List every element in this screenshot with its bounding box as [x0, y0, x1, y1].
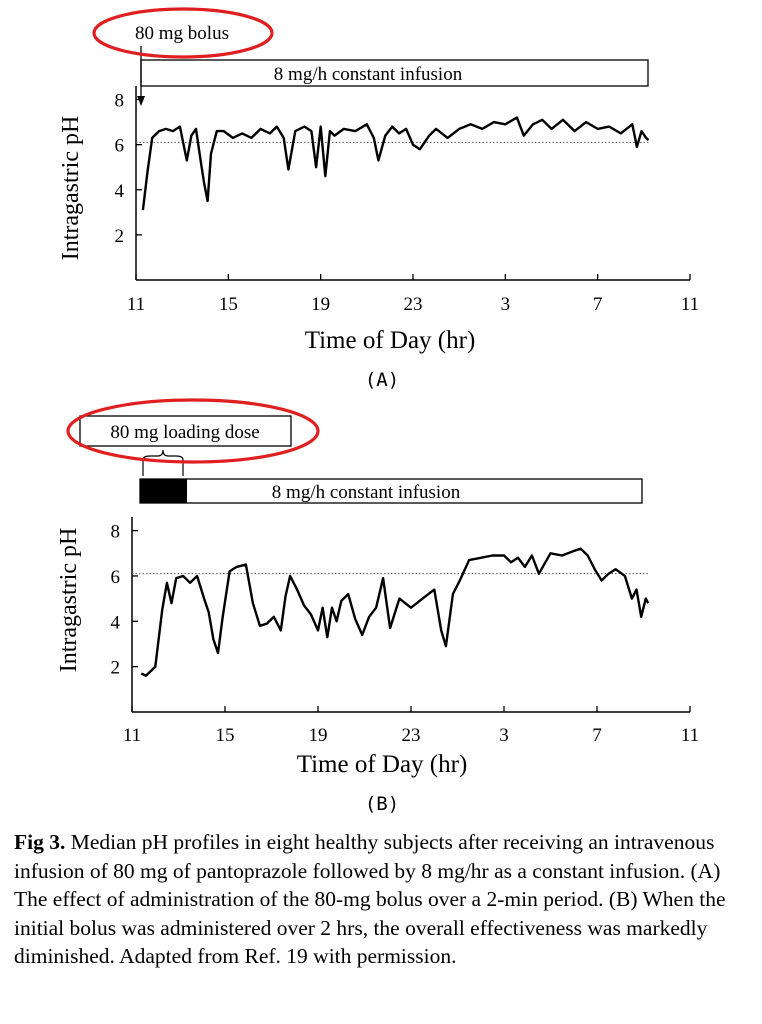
bolus-arrowhead: [137, 96, 145, 106]
x-tick-label: 7: [593, 294, 603, 315]
x-tick-label: 23: [404, 294, 423, 315]
panel-label: (B): [365, 793, 399, 815]
y-ticks: 2 4 6 8: [111, 522, 138, 679]
y-axis-label: Intragastric pH: [58, 116, 84, 261]
y-tick-label: 2: [115, 226, 125, 247]
x-ticks: 11 15 19 23 3 7 11: [127, 274, 699, 315]
y-tick-label: 6: [115, 136, 125, 157]
x-tick-label: 11: [127, 294, 145, 315]
y-tick-label: 4: [115, 181, 125, 202]
x-tick-label: 3: [499, 725, 509, 746]
x-tick-label: 11: [681, 725, 699, 746]
x-tick-label: 3: [501, 294, 511, 315]
x-tick-label: 19: [309, 725, 328, 746]
x-tick-label: 15: [219, 294, 238, 315]
loading-dose-bar: [140, 479, 187, 503]
loading-dose-bracket: [142, 449, 184, 476]
x-tick-label: 15: [216, 725, 235, 746]
highlight-ellipse: [66, 398, 320, 464]
caption-label: Fig 3.: [14, 830, 66, 854]
y-axis-label: Intragastric pH: [56, 528, 82, 673]
y-tick-label: 8: [111, 522, 121, 543]
x-tick-label: 7: [592, 725, 602, 746]
infusion-bar: [139, 478, 643, 504]
y-tick-label: 8: [115, 91, 125, 112]
y-tick-label: 6: [111, 567, 121, 588]
panel-label: (A): [365, 369, 399, 391]
ph-line: [140, 547, 650, 677]
caption-text: Median pH profiles in eight healthy subj…: [14, 830, 726, 969]
infusion-bar-label: 8 mg/h constant infusion: [274, 64, 463, 85]
ph-line: [141, 116, 650, 211]
figure-caption: Fig 3. Median pH profiles in eight healt…: [14, 828, 744, 971]
x-axis-label: Time of Day (hr): [305, 327, 476, 354]
y-tick-label: 2: [111, 658, 121, 679]
x-tick-label: 11: [681, 294, 699, 315]
x-ticks: 11 15 19 23 3 7 11: [123, 706, 699, 746]
x-tick-label: 19: [311, 294, 330, 315]
loading-dose-box: [79, 415, 292, 447]
x-tick-label: 23: [402, 725, 421, 746]
x-tick-label: 11: [123, 725, 141, 746]
highlight-ellipse: [92, 7, 274, 59]
panel-b: 11 15 19 23 3 7 11 2 4 6 8 Intragastric pH Time o…: [56, 398, 699, 815]
panel-a: 11 15 19 23 3 7 11 2 4 6 8 Intragastric pH Time o…: [58, 7, 699, 391]
loading-dose-annotation: 80 mg loading dose: [110, 422, 259, 443]
infusion-bar-label: 8 mg/h constant infusion: [272, 482, 461, 503]
bolus-annotation: 80 mg bolus: [135, 23, 229, 44]
y-ticks: 2 4 6 8: [115, 91, 142, 247]
y-tick-label: 4: [111, 612, 121, 633]
x-axis-label: Time of Day (hr): [297, 751, 468, 778]
